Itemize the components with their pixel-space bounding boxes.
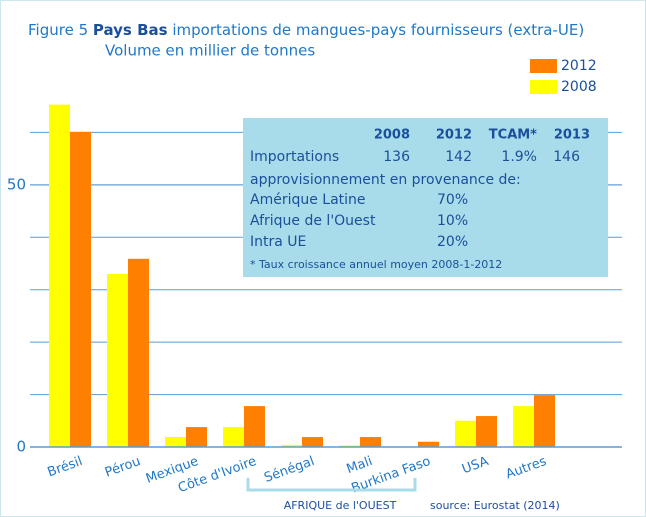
box-cell: 142	[445, 149, 472, 165]
box-header: 2012	[436, 128, 472, 143]
legend-label: 2012	[561, 58, 597, 74]
legend-swatch	[530, 59, 557, 73]
legend-swatch	[530, 80, 557, 94]
box-header: TCAM*	[489, 128, 537, 143]
box-header: 2013	[554, 128, 590, 143]
y-tick-label: 50	[7, 175, 26, 193]
box-cell: 70%	[437, 192, 468, 208]
bar	[339, 445, 360, 447]
box-row-label: Importations	[250, 149, 339, 165]
box-cell: 136	[383, 149, 410, 165]
info-box	[243, 118, 608, 277]
chart-title: Figure 5 Pays Bas importations de mangue…	[28, 21, 584, 39]
title-prefix: Figure 5	[28, 21, 88, 39]
bar	[244, 406, 265, 447]
bar	[223, 427, 244, 447]
bar	[49, 104, 70, 448]
bar	[165, 437, 186, 447]
group-label: AFRIQUE de l'OUEST	[284, 499, 397, 512]
bar	[281, 444, 302, 447]
y-tick-label: 0	[16, 438, 26, 456]
box-cell: 1.9%	[501, 149, 537, 165]
legend-label: 2008	[561, 79, 597, 95]
box-caption: approvisionnement en provenance de:	[250, 172, 521, 188]
bar	[513, 406, 534, 447]
bar	[70, 131, 91, 447]
bar	[302, 437, 323, 447]
box-cell: 146	[553, 149, 580, 165]
box-cell: 20%	[437, 234, 468, 250]
box-row-label: Intra UE	[250, 234, 306, 250]
bar	[476, 416, 497, 447]
title-country: Pays Bas	[93, 21, 168, 39]
title-rest: importations de mangues-pays fournisseur…	[172, 21, 584, 39]
box-row-label: Afrique de l'Ouest	[250, 213, 376, 229]
box-row-label: Amérique Latine	[250, 192, 366, 208]
group-bracket	[246, 478, 417, 492]
bar	[418, 441, 439, 447]
box-header: 2008	[374, 128, 410, 143]
box-cell: 10%	[437, 213, 468, 229]
bar	[455, 420, 476, 447]
chart-subtitle: Volume en millier de tonnes	[105, 42, 315, 60]
bar	[534, 395, 555, 447]
bar	[360, 437, 381, 447]
bar	[107, 273, 128, 447]
box-note: * Taux croissance annuel moyen 2008-1-20…	[250, 258, 502, 271]
bar	[186, 427, 207, 447]
source: source: Eurostat (2014)	[430, 499, 560, 512]
bar	[128, 258, 149, 447]
